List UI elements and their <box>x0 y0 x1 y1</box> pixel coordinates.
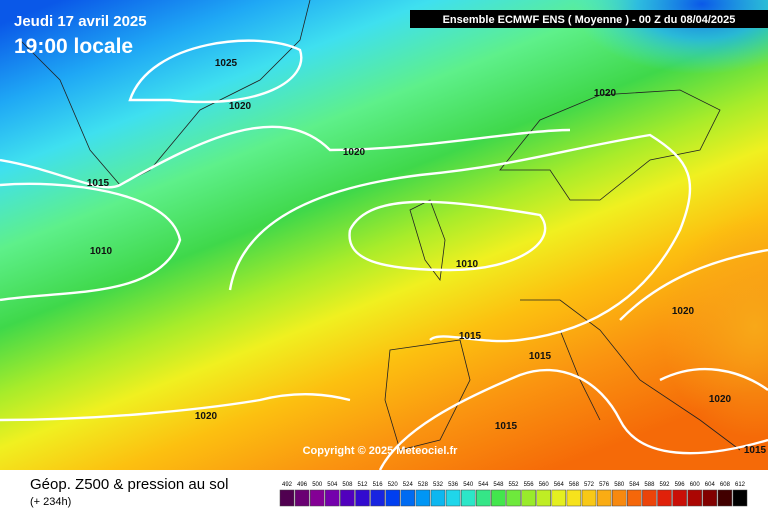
scale-label: 592 <box>659 482 670 488</box>
scale-swatch <box>536 489 551 507</box>
geopotential-field <box>500 150 768 470</box>
scale-swatch <box>581 489 597 507</box>
scale-label: 532 <box>433 482 444 488</box>
scale-label: 508 <box>342 482 353 488</box>
isobar-label: 1015 <box>744 445 767 456</box>
scale-label: 496 <box>297 482 308 488</box>
scale-label: 552 <box>508 482 519 488</box>
isobar-label: 1025 <box>215 58 238 69</box>
scale-label: 580 <box>614 482 625 488</box>
scale-swatch <box>476 489 491 507</box>
scale-swatch <box>551 489 567 507</box>
scale-label: 540 <box>463 482 474 488</box>
scale-swatch <box>687 489 702 507</box>
scale-label: 608 <box>720 482 731 488</box>
scale-swatch <box>657 489 672 507</box>
isobar-label: 1020 <box>343 147 366 158</box>
scale-label: 588 <box>644 482 655 488</box>
scale-swatch <box>717 489 733 507</box>
scale-label: 536 <box>448 482 459 488</box>
scale-swatch <box>702 489 718 507</box>
copyright: Copyright © 2025 Meteociel.fr <box>303 445 459 457</box>
scale-swatch <box>506 489 521 507</box>
isobar-label: 1015 <box>87 178 110 189</box>
scale-swatch <box>611 489 627 507</box>
scale-swatch <box>279 489 295 507</box>
scale-label: 612 <box>735 482 746 488</box>
lead-time: (+ 234h) <box>30 496 71 508</box>
scale-swatch <box>491 489 506 507</box>
scale-swatch <box>732 489 748 507</box>
scale-label: 556 <box>524 482 535 488</box>
scale-label: 600 <box>690 482 701 488</box>
time: 19:00 locale <box>14 35 133 58</box>
footer-title: Géop. Z500 & pression au sol <box>30 476 228 493</box>
scale-label: 492 <box>282 482 293 488</box>
date: Jeudi 17 avril 2025 <box>14 13 147 30</box>
scale-label: 596 <box>675 482 686 488</box>
scale-label: 564 <box>554 482 565 488</box>
isobar-label: 1015 <box>459 331 482 342</box>
coastlines <box>19 0 741 451</box>
header-box <box>410 10 768 28</box>
scale-label: 504 <box>327 482 338 488</box>
scale-swatch <box>642 489 657 507</box>
scale-label: 576 <box>599 482 610 488</box>
scale-label: 516 <box>373 482 384 488</box>
scale-label: 528 <box>418 482 429 488</box>
scale-swatch <box>400 489 416 507</box>
scale-label: 572 <box>584 482 595 488</box>
scale-swatch <box>385 489 400 507</box>
scale-swatch <box>460 489 476 507</box>
scale-label: 512 <box>357 482 368 488</box>
scale-swatch <box>325 489 340 507</box>
scale-label: 500 <box>312 482 323 488</box>
isobar-label: 1020 <box>195 411 218 422</box>
model-info: Ensemble ECMWF ENS ( Moyenne ) - 00 Z du… <box>443 14 736 26</box>
scale-label: 548 <box>493 482 504 488</box>
scale-swatch <box>596 489 612 507</box>
isobar-label: 1015 <box>529 351 552 362</box>
scale-label: 544 <box>478 482 489 488</box>
scale-swatch <box>415 489 431 507</box>
isobar-label: 1020 <box>229 101 252 112</box>
scale-swatch <box>309 489 325 507</box>
scale-swatch <box>355 489 370 507</box>
scale-swatch <box>370 489 385 507</box>
isobar-label: 1010 <box>90 246 113 257</box>
scale-label: 524 <box>403 482 414 488</box>
scale-swatch <box>294 489 310 507</box>
isobars <box>0 39 768 471</box>
scale-label: 604 <box>705 482 716 488</box>
isobar-label: 1020 <box>672 306 695 317</box>
isobar-label: 1010 <box>456 259 479 270</box>
scale-swatch <box>430 489 446 507</box>
isobar-labels: 1025 1020 1020 1015 1010 1010 1015 1015 1020 1020… <box>87 58 767 456</box>
scale-label: 584 <box>629 482 640 488</box>
color-scale: 492 496 500 504 508 512 516 520 524 528 532 536 540 5… <box>279 482 748 507</box>
scale-swatch <box>445 489 461 507</box>
scale-swatch <box>627 489 642 507</box>
isobar-label: 1015 <box>495 421 518 432</box>
isobar-label: 1020 <box>594 88 617 99</box>
scale-label: 520 <box>388 482 399 488</box>
scale-label: 568 <box>569 482 580 488</box>
scale-swatch <box>566 489 582 507</box>
isobar-label: 1020 <box>709 394 732 405</box>
scale-swatch <box>340 489 355 507</box>
scale-swatch <box>521 489 536 507</box>
scale-swatch <box>672 489 687 507</box>
scale-label: 560 <box>539 482 550 488</box>
